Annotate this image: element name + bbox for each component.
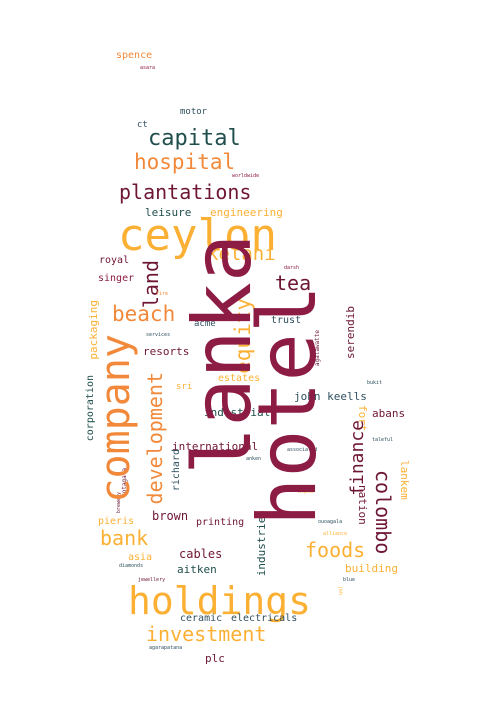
word-ct: ct bbox=[137, 120, 148, 130]
word-company: company bbox=[93, 334, 139, 503]
word-acme: acme bbox=[194, 319, 216, 329]
word-singer: singer bbox=[98, 273, 135, 284]
word-kelani: kelani bbox=[207, 243, 276, 265]
word-ceylon: ceylon bbox=[118, 210, 277, 261]
word-engineering: engineering bbox=[210, 206, 283, 219]
word-darsh: darsh bbox=[284, 265, 300, 271]
word-development: development bbox=[143, 372, 167, 505]
word-alliance: alliance bbox=[323, 531, 348, 537]
word-diamonds: diamonds bbox=[119, 563, 144, 569]
word-colombo: colombo bbox=[371, 470, 395, 555]
word-international: international bbox=[172, 440, 259, 453]
word-electricals: electricals bbox=[231, 613, 298, 624]
word-motor: motor bbox=[180, 107, 208, 117]
word-fort: fort bbox=[356, 405, 369, 432]
word-bank: bank bbox=[100, 526, 149, 550]
word-kotagala2: ouoagala bbox=[318, 519, 343, 525]
word-holdings: holdings bbox=[128, 579, 312, 623]
word-investment: investment bbox=[146, 622, 267, 646]
word-blue: blue bbox=[343, 577, 356, 583]
word-cables: cables bbox=[179, 547, 223, 561]
word-asia: asia bbox=[128, 552, 153, 563]
word-jkh: jkh bbox=[337, 586, 343, 596]
word-associated: associated bbox=[287, 447, 318, 453]
word-leisure: leisure bbox=[145, 206, 192, 219]
word-hotel: hotel bbox=[241, 285, 334, 526]
word-trust: trust bbox=[271, 315, 302, 326]
word-printing: printing bbox=[196, 517, 245, 528]
word-hospital: hospital bbox=[134, 150, 236, 174]
word-sri: sri bbox=[176, 382, 193, 392]
word-anken: anken bbox=[246, 456, 262, 462]
word-fire: fire bbox=[156, 291, 169, 297]
word-plantations: plantations bbox=[119, 180, 252, 204]
word-tea: tea bbox=[275, 271, 312, 295]
word-capital: capital bbox=[148, 126, 241, 151]
word-estates: estates bbox=[218, 373, 261, 384]
word-royal: royal bbox=[99, 255, 130, 266]
word-services: services bbox=[146, 332, 171, 338]
word-alpha: alpha bbox=[298, 489, 314, 495]
word-asara: asara bbox=[140, 65, 156, 71]
word-jewellery: jewellery bbox=[138, 577, 166, 583]
word-foods: foods bbox=[305, 538, 366, 562]
word-serendib: serendib bbox=[344, 306, 357, 359]
word-resorts: resorts bbox=[143, 345, 190, 358]
word-industrial: industrial bbox=[204, 406, 271, 419]
word-building: building bbox=[345, 562, 398, 575]
word-beach: beach bbox=[112, 302, 176, 326]
word-aitken: aitken bbox=[177, 563, 217, 576]
word-worldwide: worldwide bbox=[232, 173, 260, 179]
word-bukit: bukit bbox=[367, 380, 383, 386]
word-abans: abans bbox=[372, 407, 406, 420]
word-pieris: pieris bbox=[98, 516, 135, 527]
word-brown: brown bbox=[152, 509, 189, 523]
word-john-keells: john keells bbox=[294, 390, 367, 403]
word-nation: nation bbox=[356, 485, 369, 525]
word-agarapatana: agarapatana bbox=[149, 645, 183, 651]
word-spence: spence bbox=[116, 50, 153, 61]
word-ceramic: ceramic bbox=[180, 613, 223, 624]
word-taleful: taleful bbox=[372, 437, 394, 443]
word-plc: plc bbox=[205, 652, 225, 665]
word-lankem: lankem bbox=[398, 460, 411, 500]
word-land: land bbox=[139, 260, 163, 309]
